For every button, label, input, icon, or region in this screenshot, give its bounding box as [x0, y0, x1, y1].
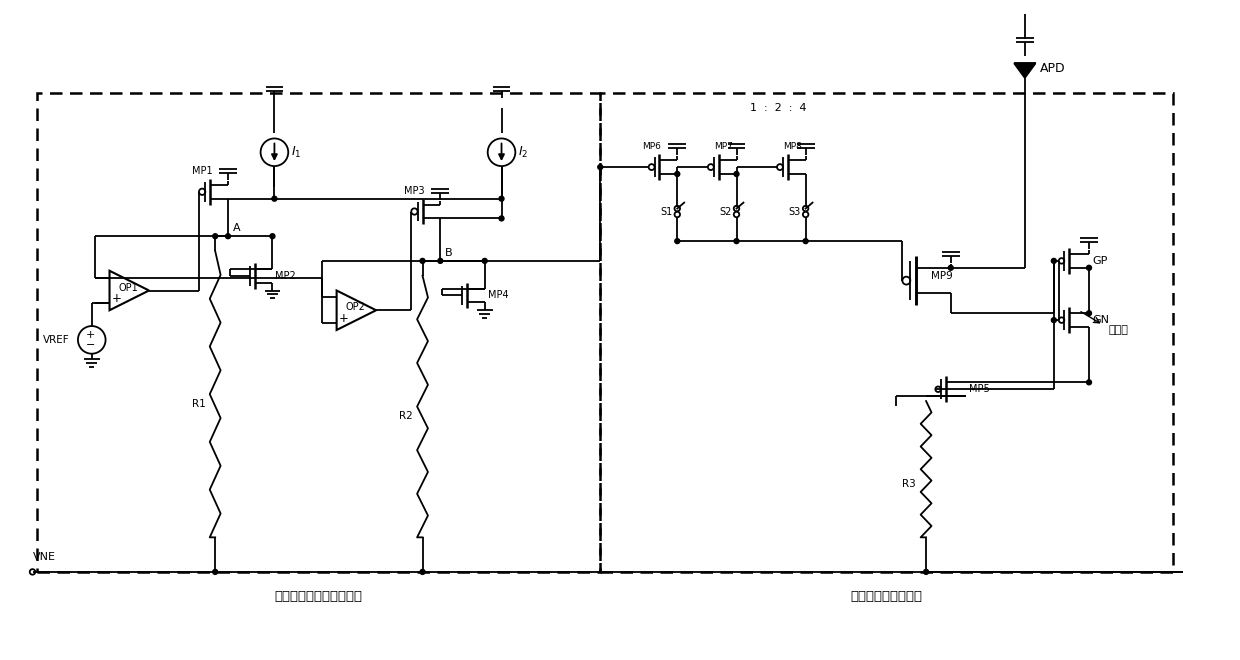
Circle shape — [924, 570, 929, 574]
Text: R3: R3 — [903, 479, 916, 489]
Circle shape — [498, 196, 503, 201]
Circle shape — [1052, 317, 1056, 323]
Circle shape — [1086, 380, 1091, 385]
Circle shape — [420, 259, 425, 263]
Text: VNE: VNE — [32, 552, 56, 562]
Text: R1: R1 — [191, 399, 206, 409]
Text: B: B — [445, 248, 453, 258]
Circle shape — [213, 570, 218, 574]
Text: 像素外偏置电压产生模块: 像素外偏置电压产生模块 — [275, 590, 363, 603]
Circle shape — [1086, 265, 1091, 270]
Text: MP9: MP9 — [931, 271, 952, 280]
Text: S2: S2 — [719, 207, 732, 216]
Text: +: + — [86, 330, 95, 340]
Text: MP5: MP5 — [968, 384, 990, 394]
Text: MP1: MP1 — [192, 166, 212, 176]
Text: MP3: MP3 — [404, 185, 425, 196]
Circle shape — [226, 234, 231, 239]
Text: VREF: VREF — [43, 335, 69, 345]
Circle shape — [438, 259, 443, 263]
Circle shape — [598, 164, 603, 170]
Circle shape — [420, 570, 425, 574]
Text: MP6: MP6 — [642, 143, 661, 151]
Text: MP2: MP2 — [275, 271, 296, 280]
Text: OP2: OP2 — [346, 302, 366, 312]
Text: +: + — [112, 292, 122, 305]
Text: R2: R2 — [399, 411, 413, 421]
Text: 像素内偏压调节模块: 像素内偏压调节模块 — [851, 590, 923, 603]
Text: S3: S3 — [789, 207, 801, 216]
Text: A: A — [233, 223, 241, 233]
Text: MP8: MP8 — [784, 143, 802, 151]
Circle shape — [213, 234, 218, 239]
Text: GN: GN — [1092, 315, 1109, 325]
Circle shape — [270, 234, 275, 239]
Text: $I_1$: $I_1$ — [291, 145, 301, 160]
Text: GP: GP — [1092, 256, 1107, 266]
Text: OP1: OP1 — [118, 282, 138, 292]
Circle shape — [734, 239, 739, 244]
Circle shape — [1086, 311, 1091, 315]
Text: −: − — [86, 340, 95, 350]
Text: +: + — [339, 312, 348, 325]
Circle shape — [734, 172, 739, 176]
Circle shape — [804, 239, 808, 244]
Circle shape — [675, 172, 680, 176]
Text: 浮动地: 浮动地 — [1109, 325, 1128, 335]
Text: S1: S1 — [660, 207, 672, 216]
Text: APD: APD — [1039, 62, 1065, 75]
Text: 1  :  2  :  4: 1 : 2 : 4 — [750, 103, 806, 113]
Circle shape — [675, 239, 680, 244]
Text: MP7: MP7 — [714, 143, 733, 151]
Circle shape — [272, 196, 277, 201]
Circle shape — [498, 216, 503, 221]
Circle shape — [949, 265, 954, 270]
Circle shape — [482, 259, 487, 263]
Circle shape — [1052, 259, 1056, 263]
Polygon shape — [1014, 63, 1035, 79]
Text: $I_2$: $I_2$ — [518, 145, 528, 160]
Text: MP4: MP4 — [487, 290, 508, 300]
